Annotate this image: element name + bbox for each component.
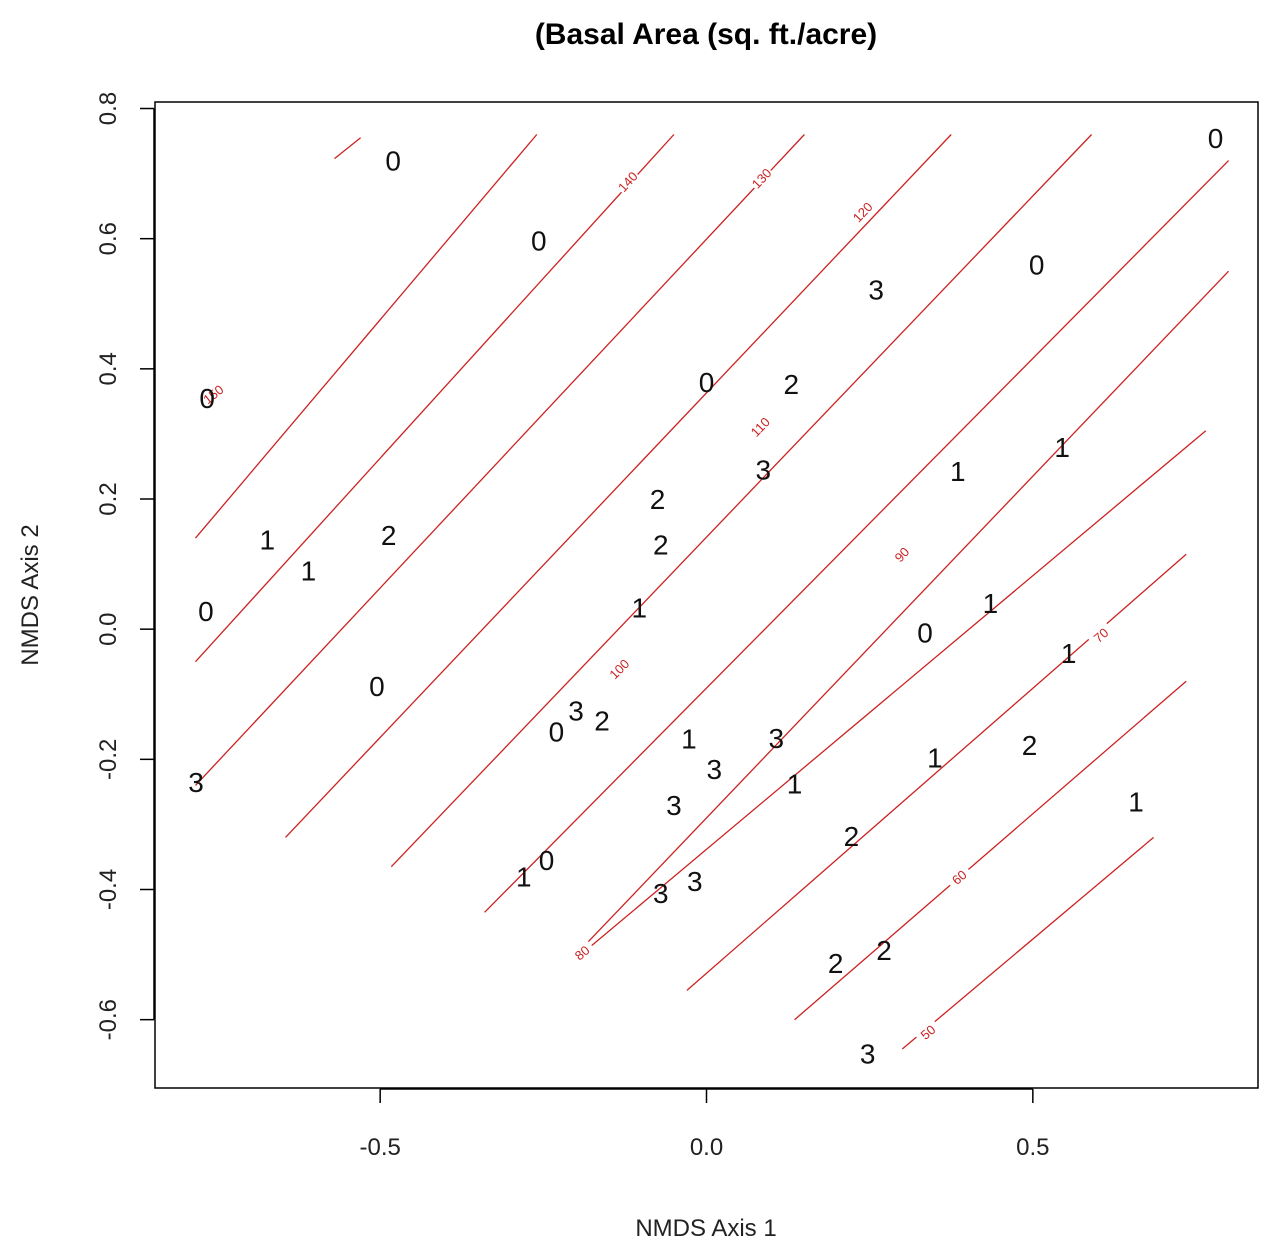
y-tick-label: -0.4 [95, 869, 122, 910]
contour-label-gap [614, 167, 641, 196]
contour-line-0 [334, 137, 362, 160]
data-point: 3 [653, 878, 669, 909]
data-point: 0 [369, 671, 385, 702]
contour-label-gap [914, 1018, 942, 1046]
y-tick-label: -0.6 [95, 999, 122, 1040]
data-point: 2 [381, 520, 397, 551]
data-point: 1 [1054, 432, 1070, 463]
data-point: 0 [1208, 123, 1224, 154]
contour-label-gap [746, 413, 774, 441]
data-point: 2 [844, 821, 860, 852]
data-point: 2 [1022, 730, 1038, 761]
y-tick-label: 0.8 [95, 92, 122, 125]
contour-label-gap [747, 164, 775, 192]
data-point: 3 [666, 790, 682, 821]
contour-label-gap [945, 863, 973, 891]
y-tick-label: 0.2 [95, 482, 122, 515]
contour-label: 130 [749, 165, 775, 191]
contour-line-5 [390, 134, 1093, 868]
contour-label-gap [605, 655, 633, 683]
data-point: 0 [198, 596, 214, 627]
data-point: 1 [927, 742, 943, 773]
contour-label: 120 [850, 199, 876, 225]
y-tick-label: 0.4 [95, 352, 122, 385]
data-point: 1 [1128, 787, 1144, 818]
data-point: 1 [1061, 638, 1077, 669]
contour-line-3 [195, 134, 805, 786]
plot-frame [154, 101, 1259, 1089]
data-point: 1 [983, 588, 999, 619]
contour-line-11 [901, 836, 1155, 1050]
data-point: 3 [687, 866, 703, 897]
data-point: 1 [260, 524, 276, 555]
data-point: 2 [653, 530, 669, 561]
contour-label-gap [849, 198, 876, 226]
data-point: 1 [787, 768, 803, 799]
data-point: 0 [385, 146, 401, 177]
data-point: 3 [568, 696, 584, 727]
data-point: 3 [756, 455, 772, 486]
contour-label: 100 [606, 656, 632, 682]
contour-label-gap [1087, 621, 1115, 649]
x-tick-label: -0.5 [359, 1134, 400, 1161]
data-point: 1 [516, 862, 532, 893]
contour-line-1 [195, 134, 538, 539]
data-point: 2 [876, 935, 892, 966]
contour-line-10 [794, 680, 1187, 1021]
data-point: 0 [539, 845, 555, 876]
data-point: 2 [828, 948, 844, 979]
contour-label-gap [888, 540, 915, 568]
x-axis-label: NMDS Axis 1 [635, 1215, 776, 1242]
data-point: 0 [531, 226, 547, 257]
data-point: 3 [769, 723, 785, 754]
y-tick-label: -0.2 [95, 739, 122, 780]
contour-line-2 [195, 134, 675, 663]
data-point: 3 [707, 754, 723, 785]
x-tick-label: 0.5 [1016, 1134, 1049, 1161]
contour-line-8 [582, 430, 1207, 954]
data-point: 3 [188, 767, 204, 798]
y-tick-label: 0.6 [95, 222, 122, 255]
data-point: 0 [199, 383, 215, 414]
data-point: 0 [699, 367, 715, 398]
contour-label: 110 [748, 414, 773, 439]
contour-line-6 [484, 160, 1230, 913]
data-point: 3 [868, 274, 884, 305]
data-point: 0 [1029, 250, 1045, 281]
y-tick-label: 0.0 [95, 613, 122, 646]
contour-label: 140 [615, 169, 641, 195]
contour-label-gap [568, 939, 596, 966]
y-axis-label: NMDS Axis 2 [17, 524, 44, 665]
data-point: 2 [650, 484, 666, 515]
chart-title: (Basal Area (sq. ft./acre) [535, 18, 877, 51]
data-point: 0 [549, 716, 565, 747]
data-point: 1 [632, 593, 648, 624]
data-point: 1 [681, 724, 697, 755]
data-point: 0 [917, 617, 933, 648]
contour-line-7 [575, 270, 1230, 956]
data-point: 1 [950, 456, 966, 487]
data-point: 1 [301, 556, 317, 587]
data-point: 3 [860, 1039, 876, 1070]
axes: -0.5 0.0 0.5 -0.6 -0.4 -0.2 0.0 0.2 0.4 0.6 0.8 [95, 92, 1050, 1161]
data-point: 2 [784, 369, 800, 400]
data-point: 2 [594, 705, 610, 736]
x-tick-label: 0.0 [690, 1134, 723, 1161]
contour-line-4 [285, 134, 952, 838]
contour-label-gap [199, 381, 227, 408]
